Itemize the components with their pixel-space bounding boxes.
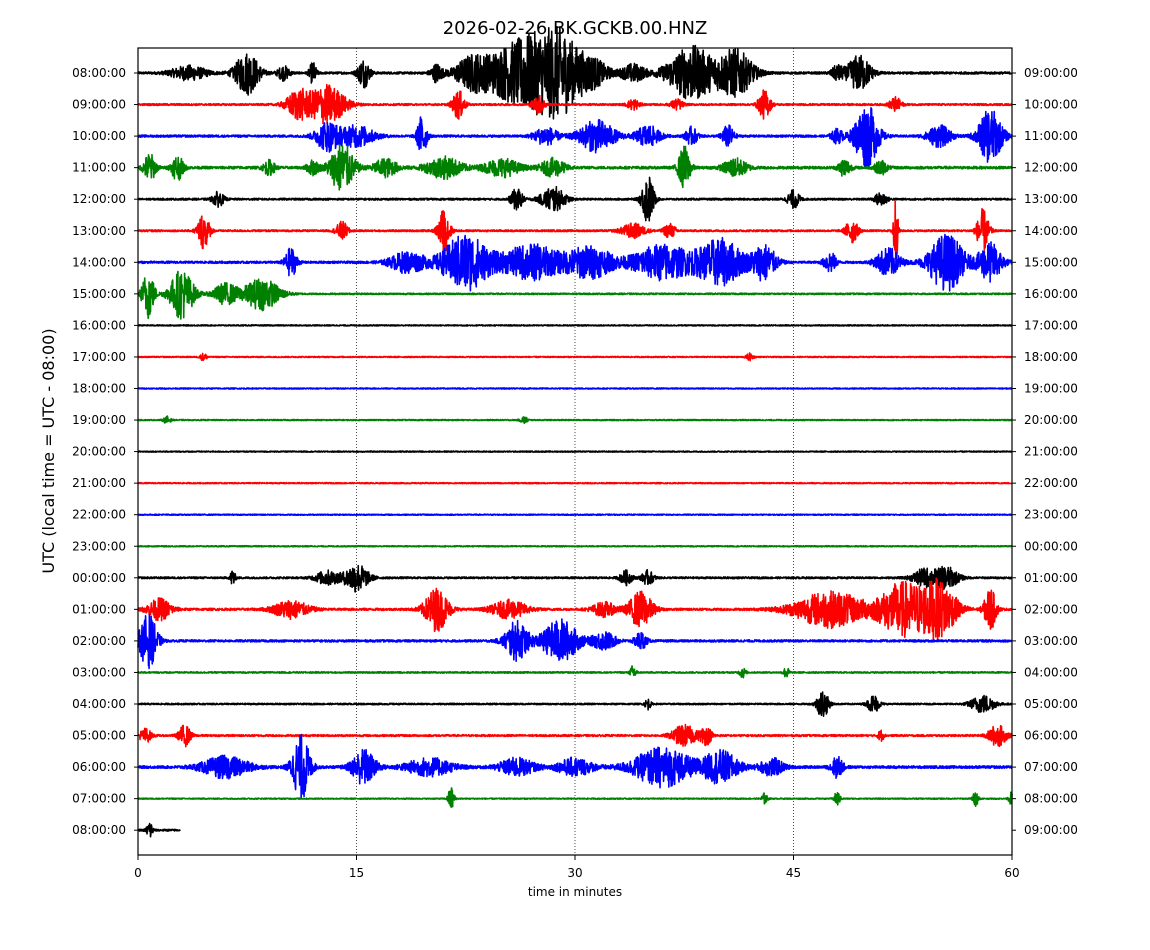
- trace-line: [137, 564, 1013, 593]
- right-time-label: 17:00:00: [1024, 318, 1078, 332]
- left-time-label: 15:00:00: [72, 287, 126, 301]
- trace-line: [137, 200, 1013, 263]
- x-tick-label: 30: [567, 866, 582, 880]
- left-time-label: 19:00:00: [72, 413, 126, 427]
- right-time-labels: 09:00:00 10:00:00 11:00:00 12:00:00 13:00:00…: [1012, 66, 1078, 837]
- right-time-label: 23:00:00: [1024, 508, 1078, 522]
- trace-line: [137, 723, 1013, 748]
- right-time-label: 04:00:00: [1024, 665, 1078, 679]
- left-time-label: 18:00:00: [72, 382, 126, 396]
- trace-line: [137, 176, 1013, 222]
- left-time-label: 06:00:00: [72, 760, 126, 774]
- right-time-label: 20:00:00: [1024, 413, 1078, 427]
- right-time-label: 22:00:00: [1024, 476, 1078, 490]
- right-time-label: 16:00:00: [1024, 287, 1078, 301]
- right-time-label: 15:00:00: [1024, 255, 1078, 269]
- right-time-label: 05:00:00: [1024, 697, 1078, 711]
- right-time-label: 19:00:00: [1024, 382, 1078, 396]
- left-time-label: 17:00:00: [72, 350, 126, 364]
- right-time-label: 10:00:00: [1024, 98, 1078, 112]
- trace-line: [137, 352, 1013, 362]
- right-time-label: 07:00:00: [1024, 760, 1078, 774]
- x-tick-label: 60: [1004, 866, 1019, 880]
- right-time-label: 02:00:00: [1024, 602, 1078, 616]
- trace-line: [137, 25, 1013, 120]
- trace-line: [137, 415, 1013, 425]
- left-time-label: 08:00:00: [72, 823, 126, 837]
- trace-line: [137, 513, 1013, 517]
- right-time-label: 13:00:00: [1024, 192, 1078, 206]
- x-tick-label: 0: [134, 866, 142, 880]
- y-axis-label: UTC (local time = UTC - 08:00): [39, 328, 58, 573]
- right-time-label: 03:00:00: [1024, 634, 1078, 648]
- right-time-label: 14:00:00: [1024, 224, 1078, 238]
- right-time-label: 18:00:00: [1024, 350, 1078, 364]
- trace-line: [137, 233, 1013, 292]
- x-axis-ticks: 0 15 30 45 60: [134, 855, 1020, 880]
- trace-line: [137, 544, 1013, 548]
- right-time-label: 11:00:00: [1024, 129, 1078, 143]
- left-time-label: 09:00:00: [72, 98, 126, 112]
- left-time-labels: 08:00:00 09:00:00 10:00:00 11:00:00 12:00:00…: [72, 66, 138, 837]
- trace-line: [137, 822, 181, 838]
- x-axis-label: time in minutes: [528, 885, 622, 899]
- trace-line: [137, 107, 1013, 170]
- trace-line: [137, 387, 1013, 390]
- left-time-label: 05:00:00: [72, 729, 126, 743]
- right-time-label: 12:00:00: [1024, 161, 1078, 175]
- left-time-label: 11:00:00: [72, 161, 126, 175]
- right-time-label: 08:00:00: [1024, 792, 1078, 806]
- seismogram-traces: [137, 25, 1013, 838]
- left-time-label: 16:00:00: [72, 318, 126, 332]
- trace-line: [137, 324, 1013, 327]
- trace-line: [137, 733, 1013, 800]
- trace-line: [137, 450, 1013, 453]
- right-time-label: 21:00:00: [1024, 445, 1078, 459]
- trace-line: [137, 143, 1013, 191]
- trace-line: [137, 691, 1013, 717]
- chart-title: 2026-02-26 BK.GCKB.00.HNZ: [443, 18, 708, 39]
- left-time-label: 01:00:00: [72, 602, 126, 616]
- right-time-label: 06:00:00: [1024, 729, 1078, 743]
- left-time-label: 14:00:00: [72, 255, 126, 269]
- trace-line: [137, 787, 1013, 808]
- trace-line: [137, 613, 1013, 670]
- left-time-label: 21:00:00: [72, 476, 126, 490]
- left-time-label: 02:00:00: [72, 634, 126, 648]
- trace-line: [137, 481, 1013, 485]
- trace-line: [137, 270, 1013, 320]
- right-time-label: 09:00:00: [1024, 66, 1078, 80]
- left-time-label: 07:00:00: [72, 792, 126, 806]
- left-time-label: 13:00:00: [72, 224, 126, 238]
- left-time-label: 04:00:00: [72, 697, 126, 711]
- left-time-label: 10:00:00: [72, 129, 126, 143]
- grid-lines: [356, 48, 794, 855]
- left-time-label: 22:00:00: [72, 508, 126, 522]
- trace-line: [137, 577, 1013, 642]
- right-time-label: 09:00:00: [1024, 823, 1078, 837]
- left-time-label: 12:00:00: [72, 192, 126, 206]
- right-time-label: 00:00:00: [1024, 539, 1078, 553]
- left-time-label: 00:00:00: [72, 571, 126, 585]
- left-time-label: 20:00:00: [72, 445, 126, 459]
- trace-line: [137, 83, 1013, 125]
- left-time-label: 23:00:00: [72, 539, 126, 553]
- left-time-label: 03:00:00: [72, 665, 126, 679]
- right-time-label: 01:00:00: [1024, 571, 1078, 585]
- x-tick-label: 45: [786, 866, 801, 880]
- trace-line: [137, 665, 1013, 679]
- left-time-label: 08:00:00: [72, 66, 126, 80]
- x-tick-label: 15: [349, 866, 364, 880]
